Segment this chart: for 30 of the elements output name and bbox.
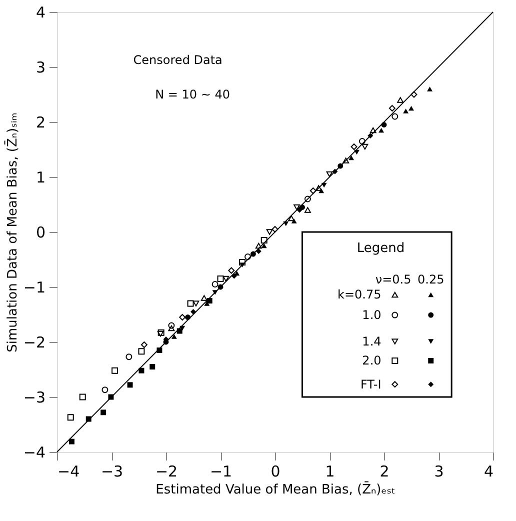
- x-tick-label: 2: [380, 462, 390, 480]
- y-tick-label: −1: [23, 278, 46, 296]
- annotation: Censored Data: [133, 52, 222, 67]
- legend-label: 2.0: [362, 354, 382, 368]
- y-tick-label: −2: [23, 334, 46, 352]
- x-axis-title: Estimated Value of Mean Bias, (Z̄ₙ)ₑₛₜ: [156, 481, 396, 498]
- y-tick-label: 4: [36, 4, 46, 22]
- x-tick-label: −4: [58, 462, 80, 480]
- y-tick-label: 3: [36, 58, 46, 76]
- x-tick-label: 4: [484, 462, 494, 480]
- y-tick-label: −4: [23, 444, 46, 462]
- y-tick-label: 0: [36, 224, 46, 242]
- annotation: 0.25: [418, 272, 444, 286]
- annotation: N = 10 ~ 40: [155, 88, 230, 102]
- legend-title: Legend: [356, 240, 405, 256]
- x-tick-label: −3: [100, 462, 124, 480]
- y-axis-title: Simulation Data of Mean Bias, (Z̄ₙ)ₛᵢₘ: [4, 112, 20, 352]
- y-tick-label: 1: [36, 168, 46, 186]
- x-tick-label: 1: [325, 462, 335, 480]
- annotation: ν=0.5: [375, 272, 412, 286]
- x-tick-label: −2: [155, 462, 178, 480]
- y-tick-label: −3: [23, 388, 46, 406]
- x-tick-label: 3: [434, 462, 444, 480]
- legend-label: FT-I: [360, 377, 382, 392]
- legend-label: k=0.75: [338, 288, 382, 302]
- y-tick-label: 2: [36, 114, 46, 132]
- legend-label: 1.0: [362, 308, 382, 322]
- x-tick-label: 0: [270, 462, 280, 480]
- x-tick-label: −1: [210, 462, 232, 480]
- legend-label: 1.4: [362, 334, 382, 348]
